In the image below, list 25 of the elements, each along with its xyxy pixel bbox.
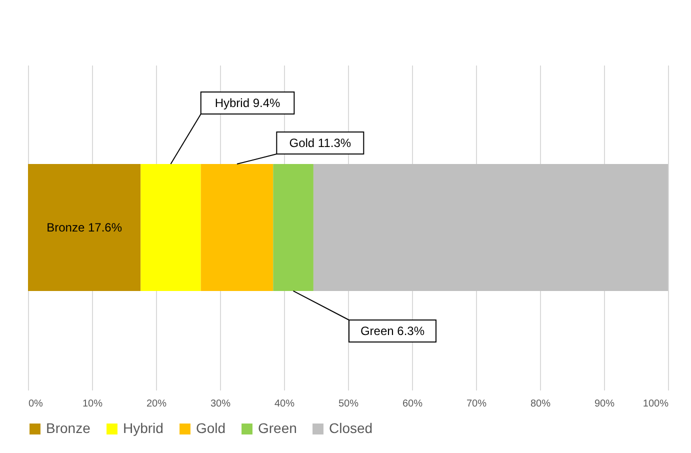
bar [200,164,274,291]
legend-label: Hybrid [123,420,164,436]
x-tick-label: 30% [210,398,231,410]
data-label: Gold 11.3% [289,136,352,150]
x-tick-label: 60% [402,398,423,410]
x-tick-label: 40% [274,398,295,410]
bar [28,164,141,291]
x-tick-label: 80% [530,398,551,410]
x-tick-label: 100% [642,398,669,410]
legend-label: Green [258,420,297,436]
x-tick-label: 70% [466,398,487,410]
x-tick-label: 20% [146,398,167,410]
data-label: Bronze 17.6% [46,220,122,234]
legend-label: Gold [196,420,226,436]
x-tick-label: 10% [82,398,103,410]
data-label: Hybrid 9.4% [214,96,281,110]
legend-label: Closed [329,420,373,436]
x-tick-label: 0% [28,398,44,410]
x-tick-label: 50% [338,398,359,410]
legend-label: Bronze [46,420,91,436]
bar [313,164,668,291]
data-label: Green 6.3% [360,324,425,338]
bar [273,164,314,291]
x-tick-label: 90% [594,398,615,410]
bar [140,164,201,291]
